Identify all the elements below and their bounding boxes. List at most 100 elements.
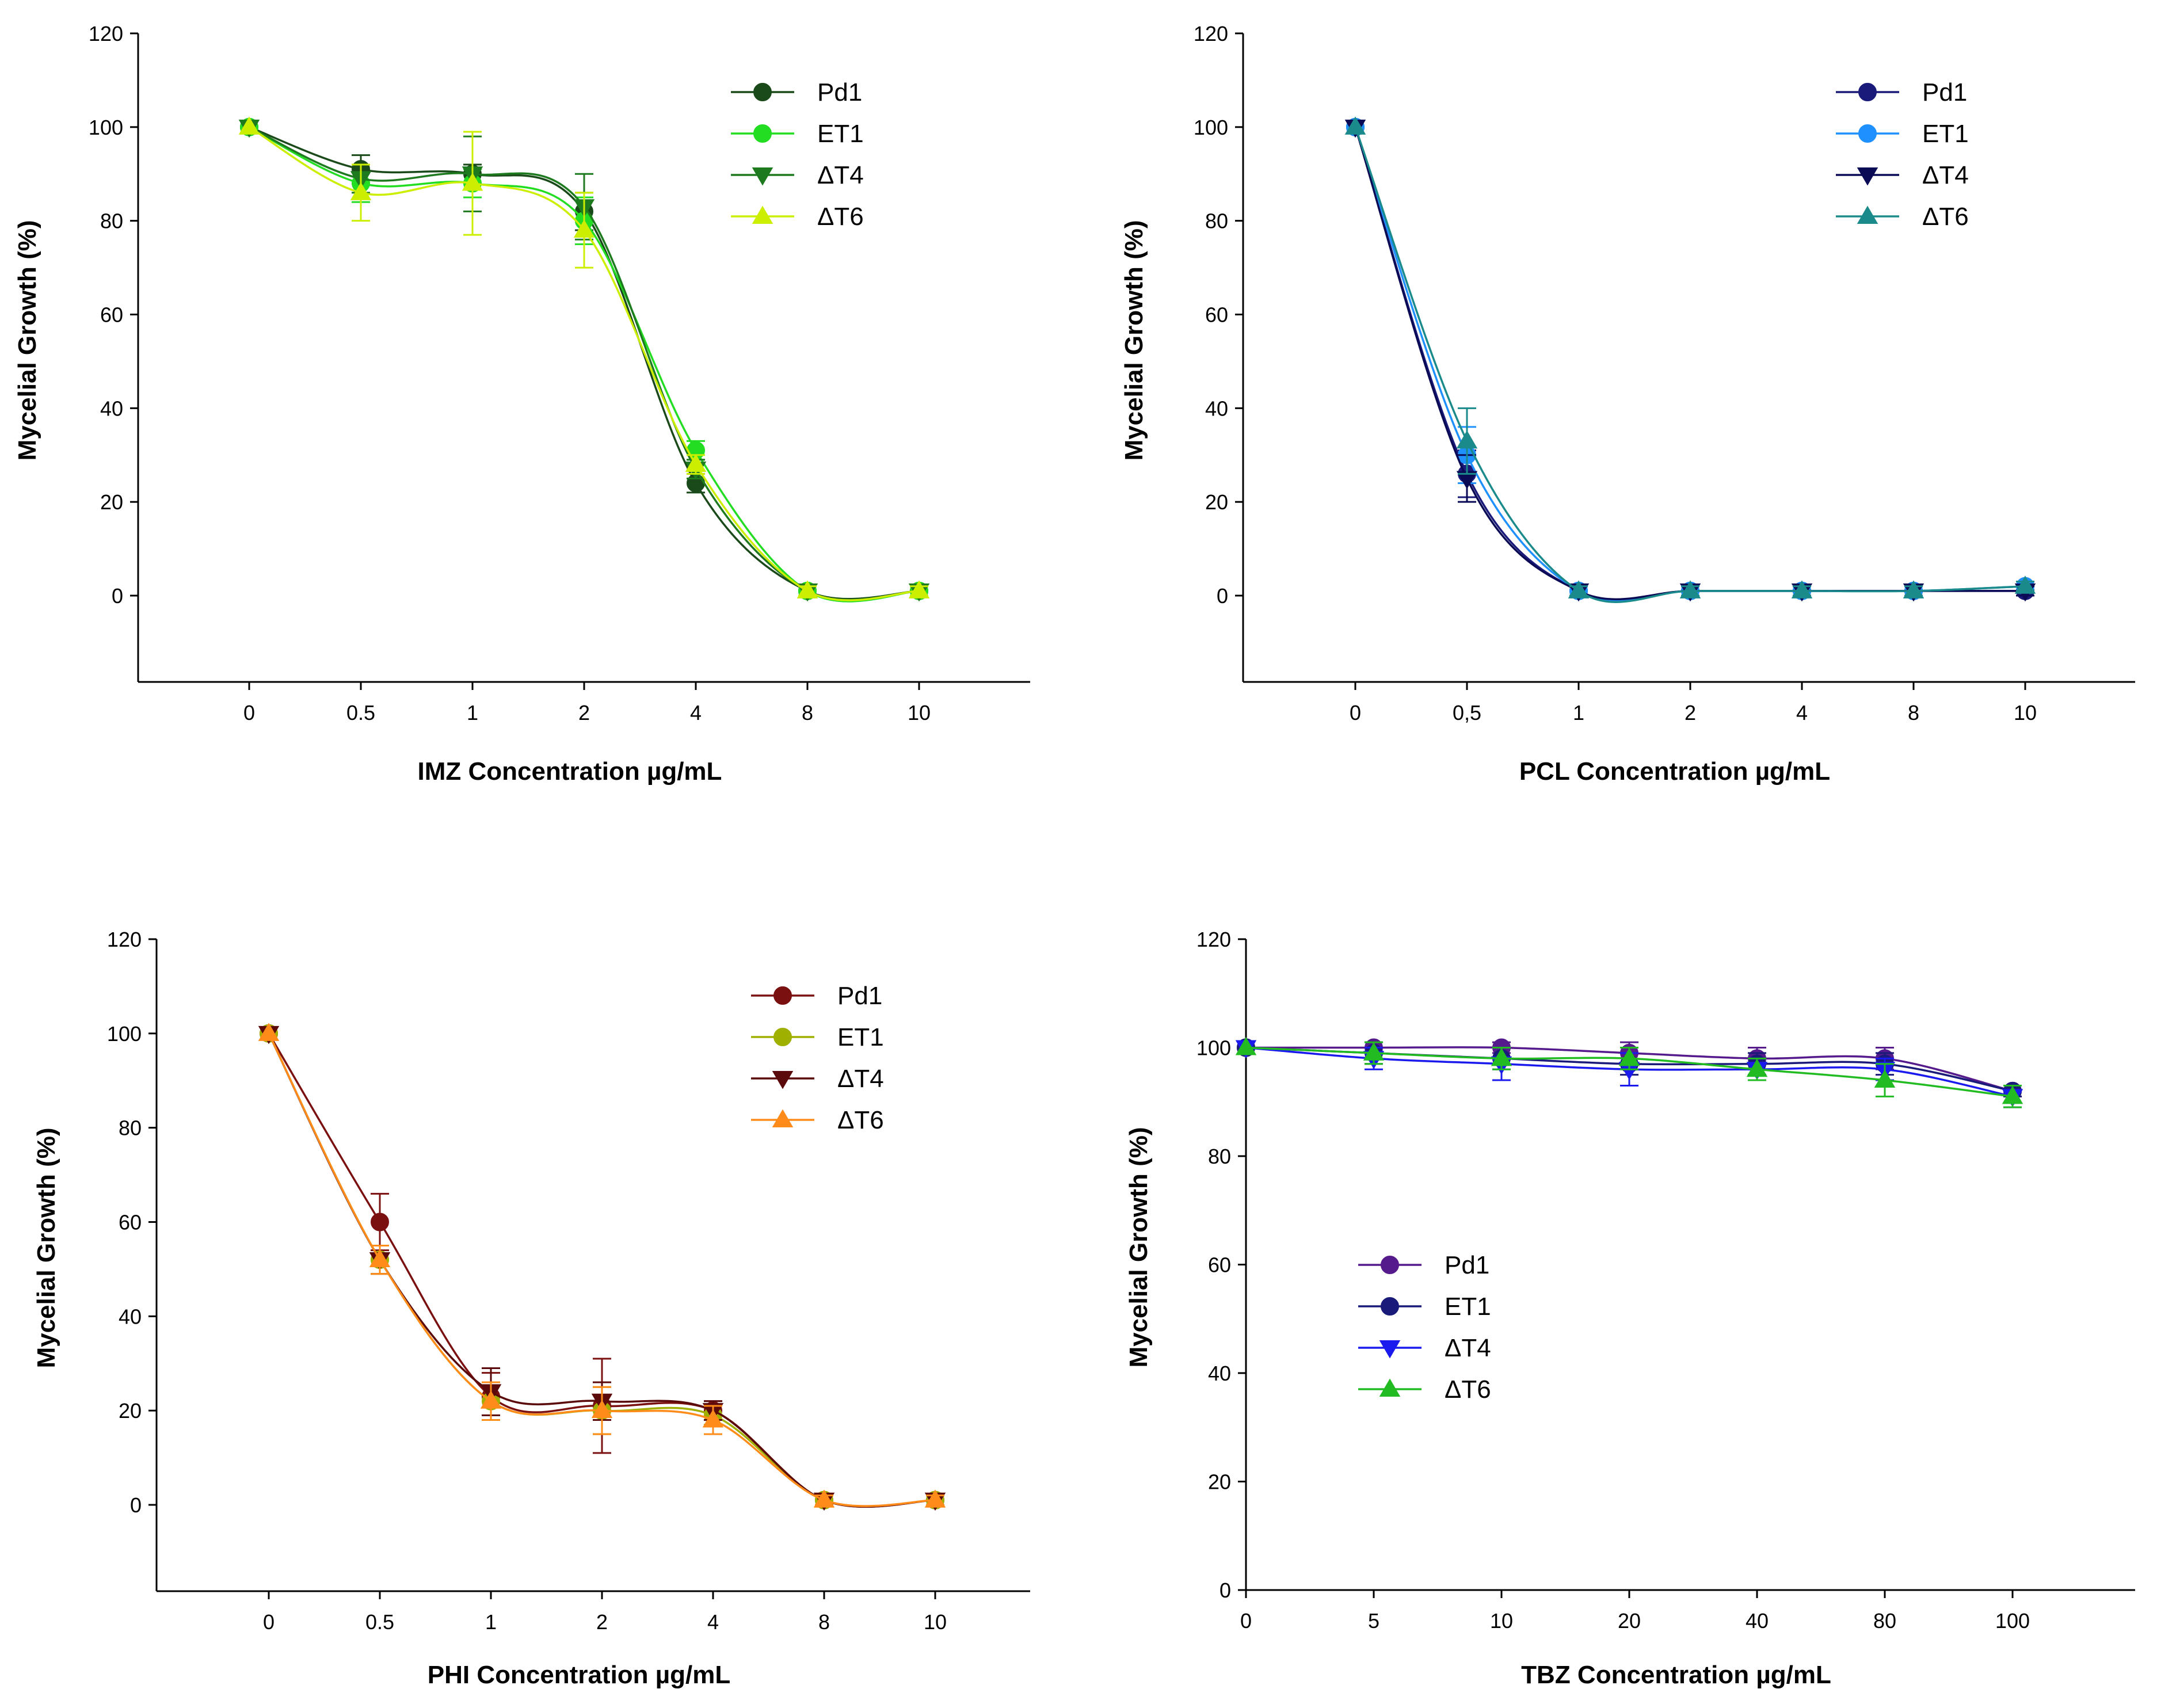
data-point xyxy=(1679,580,1701,598)
y-axis-label: Mycelial Growth (%) xyxy=(32,1127,60,1368)
legend-label: Pd1 xyxy=(1445,1251,1489,1279)
data-point xyxy=(1903,580,1924,598)
data-point xyxy=(702,1409,724,1428)
chart-pcl: 0 20 40 60 80 100 120 0 0,5 1 2 4 8 10 PCL Concentrati… xyxy=(1120,22,2135,786)
legend-marker xyxy=(1381,1297,1399,1316)
data-point xyxy=(462,173,483,191)
legend-item: ΔT6 xyxy=(731,203,864,231)
legend-marker xyxy=(1379,1378,1401,1397)
legend-marker xyxy=(772,1071,794,1089)
y-tick-label: 40 xyxy=(1205,396,1228,420)
data-point xyxy=(1344,116,1366,135)
y-axis-label: Mycelial Growth (%) xyxy=(13,220,41,460)
data-point xyxy=(1746,1058,1768,1077)
x-tick-label: 10 xyxy=(2014,701,2037,725)
legend-item: ET1 xyxy=(731,120,864,148)
y-tick-label: 60 xyxy=(119,1211,142,1234)
series-t6 xyxy=(238,116,930,601)
y-tick-label: 100 xyxy=(1194,116,1228,139)
x-tick-label: 2 xyxy=(1685,701,1696,725)
x-tick-label: 0,5 xyxy=(1453,701,1481,725)
data-point xyxy=(1874,1069,1896,1088)
legend-item: ΔT6 xyxy=(1358,1375,1491,1404)
chart-tbz: 0 20 40 60 80 100 120 0 5 10 20 40 80 100 TBZ Concentr… xyxy=(1125,928,2135,1689)
x-tick-label: 100 xyxy=(1995,1609,2030,1633)
y-tick-label: 80 xyxy=(100,209,123,233)
x-tick-label: 10 xyxy=(1490,1609,1513,1633)
data-point xyxy=(573,219,595,238)
legend-label: ΔT4 xyxy=(1445,1334,1491,1362)
legend-marker xyxy=(773,1028,792,1046)
legend-item: ET1 xyxy=(1358,1293,1491,1321)
legend-label: ΔT6 xyxy=(817,203,864,231)
legend: Pd1 ET1 ΔT4 ΔT6 xyxy=(731,78,864,231)
data-point xyxy=(1235,1037,1257,1055)
legend: Pd1 ET1 ΔT4 ΔT6 xyxy=(1358,1251,1491,1404)
legend-marker xyxy=(1858,124,1877,143)
x-tick-label: 4 xyxy=(707,1610,719,1634)
x-tick-label: 8 xyxy=(802,701,813,725)
series-pd1 xyxy=(1346,117,2034,601)
series-line xyxy=(1354,127,2026,603)
data-point xyxy=(908,580,930,598)
data-point xyxy=(2002,1085,2023,1104)
y-tick-label: 40 xyxy=(1208,1362,1231,1385)
y-tick-label: 0 xyxy=(1217,584,1228,608)
legend-item: Pd1 xyxy=(1836,78,1967,106)
legend-item: ΔT4 xyxy=(1836,161,1969,189)
legend: Pd1 ET1 ΔT4 ΔT6 xyxy=(751,982,884,1134)
series-t4 xyxy=(1344,119,2036,602)
y-tick-label: 60 xyxy=(100,303,123,327)
legend-label: ΔT6 xyxy=(837,1106,884,1134)
y-tick-label: 20 xyxy=(100,490,123,514)
legend-item: ΔT6 xyxy=(1836,203,1969,231)
x-tick-label: 0 xyxy=(1350,701,1361,725)
y-tick-label: 100 xyxy=(107,1022,142,1046)
data-point xyxy=(685,453,707,472)
x-tick-label: 0 xyxy=(1240,1609,1252,1633)
legend-label: ΔT6 xyxy=(1922,203,1969,231)
x-tick-label: 0.5 xyxy=(365,1610,394,1634)
chart-phi: 0 20 40 60 80 100 120 0 0.5 1 2 4 8 10 PHI Concentrati… xyxy=(32,928,1030,1689)
legend-label: ΔT4 xyxy=(837,1065,884,1093)
legend-label: Pd1 xyxy=(817,78,862,106)
legend-label: Pd1 xyxy=(837,982,882,1010)
y-tick-label: 60 xyxy=(1205,303,1228,327)
legend-marker xyxy=(772,1109,794,1127)
x-tick-label: 80 xyxy=(1873,1609,1896,1633)
legend-item: Pd1 xyxy=(751,982,882,1010)
series-line xyxy=(1354,127,2025,601)
y-tick-label: 40 xyxy=(119,1305,142,1328)
series-line xyxy=(1354,127,2026,603)
data-point xyxy=(480,1390,502,1409)
series-t6 xyxy=(1344,116,2036,603)
data-point xyxy=(369,1249,391,1268)
x-tick-label: 10 xyxy=(908,701,931,725)
x-tick-label: 20 xyxy=(1618,1609,1641,1633)
legend-marker xyxy=(1857,167,1878,186)
legend-label: ET1 xyxy=(817,120,864,148)
series-et1 xyxy=(1346,117,2034,603)
legend-marker xyxy=(753,83,772,101)
x-tick-label: 40 xyxy=(1746,1609,1769,1633)
y-tick-label: 120 xyxy=(1194,22,1228,45)
y-axis-label: Mycelial Growth (%) xyxy=(1120,220,1148,460)
y-tick-label: 80 xyxy=(119,1116,142,1140)
data-point xyxy=(1491,1047,1512,1066)
legend-item: ΔT4 xyxy=(731,161,864,189)
legend-item: Pd1 xyxy=(731,78,862,106)
series-t6 xyxy=(1235,1037,2023,1108)
x-tick-label: 1 xyxy=(485,1610,497,1634)
data-point xyxy=(924,1489,946,1508)
legend-label: ΔT4 xyxy=(1922,161,1969,189)
x-axis-label: PCL Concentration µg/mL xyxy=(1519,757,1830,786)
data-point xyxy=(350,182,372,200)
legend-marker xyxy=(752,205,773,224)
legend-item: ET1 xyxy=(751,1023,884,1051)
y-tick-label: 0 xyxy=(112,584,123,608)
y-tick-label: 0 xyxy=(130,1493,142,1517)
legend: Pd1 ET1 ΔT4 ΔT6 xyxy=(1836,78,1969,231)
x-tick-label: 0 xyxy=(243,701,255,725)
x-tick-label: 8 xyxy=(1908,701,1919,725)
y-tick-label: 20 xyxy=(1208,1470,1231,1494)
